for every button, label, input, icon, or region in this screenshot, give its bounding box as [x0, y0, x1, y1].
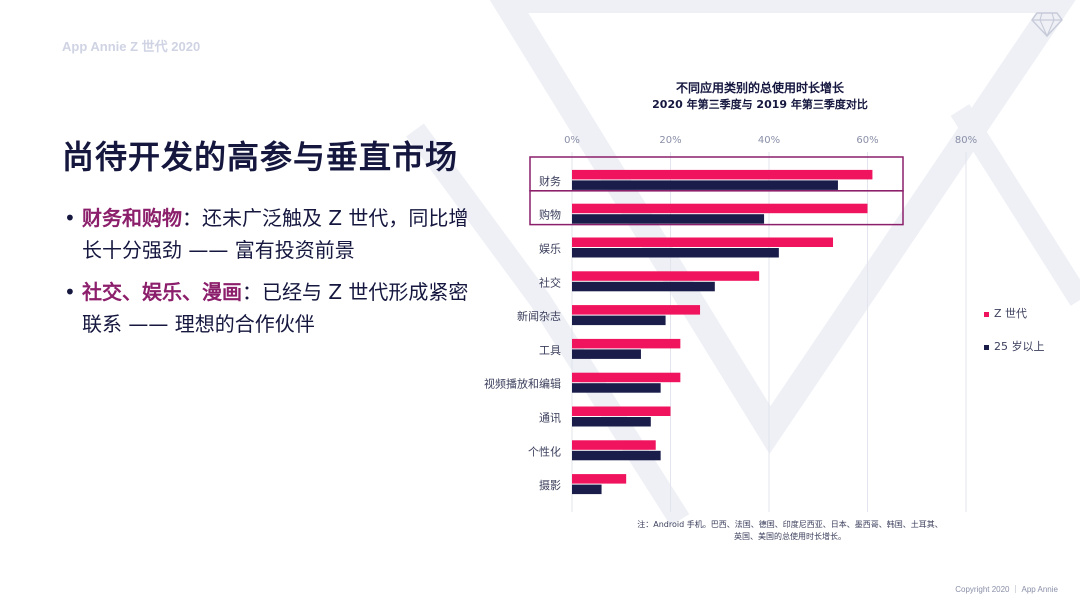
- bar-genz: [572, 406, 671, 416]
- bullet-list: • 财务和购物：还未广泛触及 Z 世代，同比增长十分强劲 —— 富有投资前景 •…: [62, 202, 482, 350]
- bar-over25: [572, 281, 715, 292]
- category-label: 财务: [539, 174, 561, 188]
- category-label: 购物: [539, 208, 561, 222]
- chart-title: 不同应用类别的总使用时长增长: [676, 80, 845, 95]
- highlight-box: [529, 190, 904, 226]
- category-label: 新闻杂志: [517, 309, 561, 323]
- bar-genz: [572, 372, 681, 383]
- category-label: 视频播放和编辑: [484, 377, 561, 391]
- bar-over25: [572, 450, 661, 461]
- bullet-dot: •: [64, 280, 76, 304]
- bar-over25: [572, 214, 765, 224]
- category-label: 工具: [539, 344, 561, 357]
- bullet-text: ：还未广泛触及 Z 世代，同比增长十分强劲 —— 富有投资前景: [82, 206, 469, 262]
- bar-genz: [572, 305, 701, 315]
- bar-genz: [572, 203, 868, 214]
- bar-genz: [572, 440, 656, 450]
- bar-over25: [572, 383, 661, 393]
- legend-label: Z 世代: [994, 307, 1027, 320]
- bullet-item: • 社交、娱乐、漫画：已经与 Z 世代形成紧密联系 —— 理想的合作伙伴: [62, 276, 482, 340]
- bar-over25: [572, 484, 602, 495]
- bar-over25: [572, 315, 666, 326]
- category-label: 通讯: [539, 412, 561, 425]
- bar-genz: [572, 271, 760, 281]
- x-tick-label: 40%: [758, 135, 780, 146]
- chart-subtitle: 2020 年第三季度与 2019 年第三季度对比: [652, 97, 868, 111]
- bar-over25: [572, 417, 651, 427]
- bar-over25: [572, 248, 779, 258]
- category-label: 个性化: [528, 444, 561, 458]
- category-label: 社交: [539, 275, 561, 289]
- bullet-dot: •: [64, 206, 76, 230]
- bar-over25: [572, 349, 641, 359]
- bar-genz: [572, 474, 627, 484]
- page-title: 尚待开发的高参与垂直市场: [62, 138, 459, 176]
- x-tick-label: 80%: [955, 135, 977, 146]
- bar-genz: [572, 338, 681, 349]
- category-label: 摄影: [539, 478, 561, 492]
- bullet-text: ：已经与 Z 世代形成紧密联系 —— 理想的合作伙伴: [82, 280, 469, 336]
- legend-swatch: [984, 345, 989, 350]
- diamond-logo-icon: [1031, 12, 1063, 38]
- bullet-item: • 财务和购物：还未广泛触及 Z 世代，同比增长十分强劲 —— 富有投资前景: [62, 202, 482, 266]
- legend-label: 25 岁以上: [994, 339, 1045, 353]
- bar-genz: [572, 169, 873, 180]
- x-tick-label: 0%: [564, 135, 580, 146]
- legend-swatch: [984, 312, 989, 317]
- category-label: 娱乐: [539, 242, 561, 256]
- x-tick-label: 60%: [856, 135, 878, 146]
- bar-genz: [572, 237, 834, 247]
- chart-note: 注：Android 手机。巴西、法国、德国、印度尼西亚、日本、墨西哥、韩国、土耳…: [637, 519, 942, 541]
- footer-copyright: Copyright 2020 ｜ App Annie: [955, 585, 1058, 594]
- bullet-highlight: 财务和购物: [82, 206, 182, 230]
- header-brand: App Annie Z 世代 2020: [62, 39, 201, 54]
- bullet-highlight: 社交、娱乐、漫画: [82, 280, 242, 304]
- x-tick-label: 20%: [659, 135, 681, 146]
- bar-over25: [572, 180, 838, 190]
